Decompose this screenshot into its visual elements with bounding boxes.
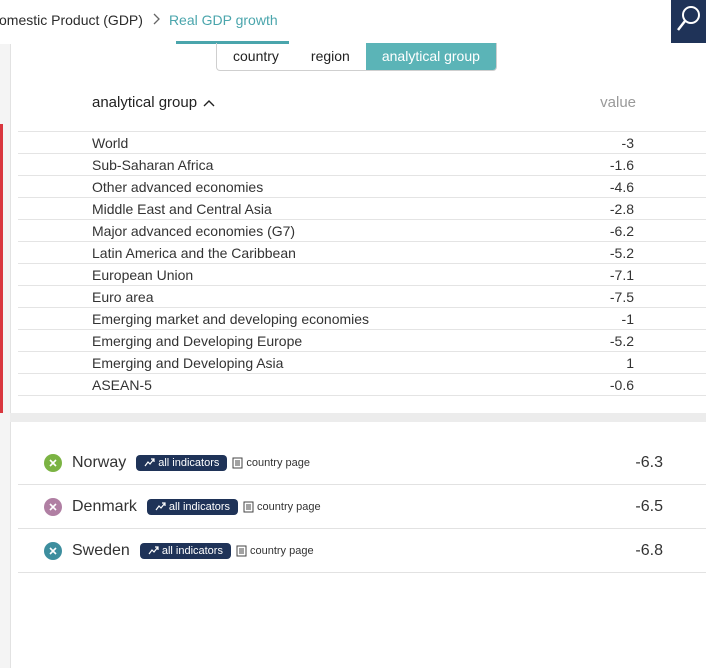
country-value: -6.8 xyxy=(635,541,663,559)
row-value: -1 xyxy=(621,310,634,327)
row-name: Emerging and Developing Europe xyxy=(92,332,303,349)
document-icon xyxy=(236,545,247,556)
country-page-link[interactable]: country page xyxy=(232,457,310,469)
row-value: -1.6 xyxy=(609,156,634,173)
row-value: -3 xyxy=(621,134,634,151)
country-value: -6.3 xyxy=(635,453,663,471)
row-value: -2.8 xyxy=(609,200,634,217)
value-column-header[interactable]: value xyxy=(600,94,636,111)
table-row[interactable]: Sub-Saharan Africa -1.6 xyxy=(18,154,706,176)
left-divider xyxy=(10,44,11,668)
list-item: Norway all indicators country page -6.3 xyxy=(18,441,706,485)
country-name: Sweden xyxy=(72,541,130,559)
list-item: Denmark all indicators country page -6.5 xyxy=(18,485,706,529)
grouping-tabs: country region analytical group xyxy=(216,43,497,71)
tab-analytical-group[interactable]: analytical group xyxy=(365,43,496,70)
badge-label: all indicators xyxy=(158,456,220,469)
remove-country-button[interactable] xyxy=(44,453,62,472)
table-row[interactable]: Latin America and the Caribbean -5.2 xyxy=(18,242,706,264)
row-name: Emerging market and developing economies xyxy=(92,310,370,327)
row-name: World xyxy=(92,134,129,151)
trend-icon xyxy=(144,458,155,467)
row-name: Euro area xyxy=(92,288,154,305)
close-icon xyxy=(49,458,57,467)
country-page-link[interactable]: country page xyxy=(236,545,314,557)
row-value: -5.2 xyxy=(609,332,634,349)
search-icon xyxy=(676,4,702,39)
breadcrumb-active-underline xyxy=(176,41,289,44)
row-value: -7.1 xyxy=(609,266,634,283)
all-indicators-button[interactable]: all indicators xyxy=(136,454,228,471)
country-page-label: country page xyxy=(249,544,314,557)
row-name: Sub-Saharan Africa xyxy=(92,156,214,173)
tab-region[interactable]: region xyxy=(310,48,350,64)
country-page-label: country page xyxy=(257,500,321,513)
table-row[interactable]: European Union -7.1 xyxy=(18,264,706,286)
table-row[interactable]: Major advanced economies (G7) -6.2 xyxy=(18,220,706,242)
close-icon xyxy=(49,546,57,555)
selected-countries-list: Norway all indicators country page -6.3 … xyxy=(18,441,706,573)
left-gutter xyxy=(0,44,10,668)
table-row[interactable]: Other advanced economies -4.6 xyxy=(18,176,706,198)
breadcrumb-current[interactable]: Real GDP growth xyxy=(168,12,278,28)
trend-icon xyxy=(155,502,166,511)
sort-analytical-group-header[interactable]: analytical group xyxy=(92,94,215,111)
row-name: European Union xyxy=(92,266,194,283)
row-value: 1 xyxy=(626,354,634,371)
row-name: Other advanced economies xyxy=(92,178,264,195)
breadcrumb-parent-link[interactable]: omestic Product (GDP) xyxy=(0,12,143,28)
remove-country-button[interactable] xyxy=(44,497,62,516)
row-name: Major advanced economies (G7) xyxy=(92,222,296,239)
group-table: World -3 Sub-Saharan Africa -1.6 Other adv… xyxy=(18,131,706,396)
country-name: Denmark xyxy=(72,497,137,515)
country-name: Norway xyxy=(72,453,127,471)
list-item: Sweden all indicators country page -6.8 xyxy=(18,529,706,573)
table-header: analytical group value xyxy=(92,94,636,111)
table-row[interactable]: World -3 xyxy=(18,132,706,154)
chevron-up-icon xyxy=(203,94,215,111)
tab-country[interactable]: country xyxy=(233,48,279,64)
row-value: -4.6 xyxy=(609,178,634,195)
breadcrumb: omestic Product (GDP) Real GDP growth xyxy=(0,0,278,40)
remove-country-button[interactable] xyxy=(44,541,62,560)
chevron-right-icon xyxy=(153,12,161,28)
badge-label: all indicators xyxy=(168,500,231,513)
document-icon xyxy=(232,457,243,468)
country-page-link[interactable]: country page xyxy=(243,501,321,513)
row-name: Middle East and Central Asia xyxy=(92,200,272,217)
search-button[interactable] xyxy=(671,0,706,43)
badge-label: all indicators xyxy=(161,544,223,557)
column-header-label: analytical group xyxy=(92,94,198,111)
all-indicators-button[interactable]: all indicators xyxy=(146,498,239,515)
row-value: -7.5 xyxy=(609,288,634,305)
row-value: -0.6 xyxy=(609,376,634,393)
trend-icon xyxy=(148,546,159,555)
table-row[interactable]: Middle East and Central Asia -2.8 xyxy=(18,198,706,220)
close-icon xyxy=(49,502,57,511)
row-value: -6.2 xyxy=(609,222,634,239)
table-row[interactable]: Emerging market and developing economies… xyxy=(18,308,706,330)
selection-indicator-bar xyxy=(0,124,3,413)
section-divider xyxy=(10,413,706,422)
table-row[interactable]: Emerging and Developing Europe -5.2 xyxy=(18,330,706,352)
row-value: -5.2 xyxy=(609,244,634,261)
table-row[interactable]: Emerging and Developing Asia 1 xyxy=(18,352,706,374)
country-page-label: country page xyxy=(246,456,310,469)
row-name: ASEAN-5 xyxy=(92,376,152,393)
table-row[interactable]: ASEAN-5 -0.6 xyxy=(18,374,706,396)
document-icon xyxy=(243,501,254,512)
row-name: Emerging and Developing Asia xyxy=(92,354,284,371)
country-value: -6.5 xyxy=(635,497,663,515)
all-indicators-button[interactable]: all indicators xyxy=(139,542,231,559)
table-row[interactable]: Euro area -7.5 xyxy=(18,286,706,308)
row-name: Latin America and the Caribbean xyxy=(92,244,296,261)
